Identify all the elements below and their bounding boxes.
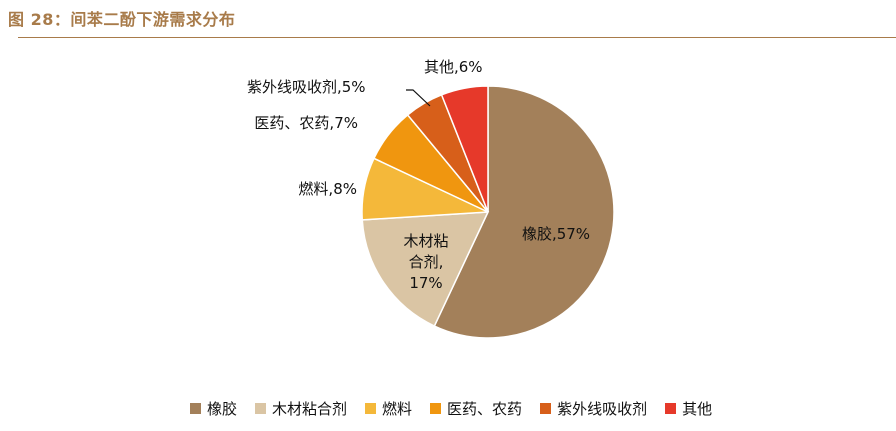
slice-label-1: 木材粘合剂, 17% bbox=[403, 232, 448, 292]
legend-swatch bbox=[190, 402, 201, 414]
leader-line-4 bbox=[406, 89, 431, 107]
pie-slice-1 bbox=[361, 211, 490, 328]
legend-label: 紫外线吸收剂 bbox=[557, 399, 648, 418]
legend-item-1: 木材粘合剂 bbox=[255, 398, 347, 419]
legend-swatch bbox=[540, 402, 552, 414]
chart-legend: 橡胶 木材粘合剂 燃料 医药、农药 紫外线吸收剂 其他 bbox=[190, 396, 730, 420]
pie-slice-5 bbox=[440, 85, 489, 213]
legend-item-5: 其他 bbox=[665, 398, 712, 419]
pie-slice-0 bbox=[433, 85, 615, 339]
legend-label: 燃料 bbox=[382, 399, 413, 418]
legend-item-4: 紫外线吸收剂 bbox=[540, 398, 647, 419]
legend-label: 其他 bbox=[682, 399, 713, 418]
legend-swatch bbox=[365, 402, 377, 414]
legend-item-3: 医药、农药 bbox=[430, 398, 522, 419]
legend-swatch bbox=[430, 402, 442, 414]
legend-swatch bbox=[255, 402, 267, 414]
slice-label-0: 橡胶,57% bbox=[522, 225, 590, 243]
legend-label: 木材粘合剂 bbox=[272, 399, 348, 418]
title-divider bbox=[18, 37, 896, 38]
slice-label-3: 医药、农药,7% bbox=[254, 114, 358, 132]
legend-item-0: 橡胶 bbox=[190, 398, 237, 419]
figure-title: 图 28：间苯二酚下游需求分布 bbox=[8, 10, 236, 29]
legend-label: 医药、农药 bbox=[447, 399, 523, 418]
legend-swatch bbox=[665, 402, 677, 414]
legend-label: 橡胶 bbox=[207, 399, 238, 418]
slice-label-5: 其他,6% bbox=[424, 58, 483, 76]
slice-label-4: 紫外线吸收剂,5% bbox=[247, 78, 366, 96]
legend-item-2: 燃料 bbox=[365, 398, 412, 419]
slice-label-2: 燃料,8% bbox=[298, 180, 357, 198]
